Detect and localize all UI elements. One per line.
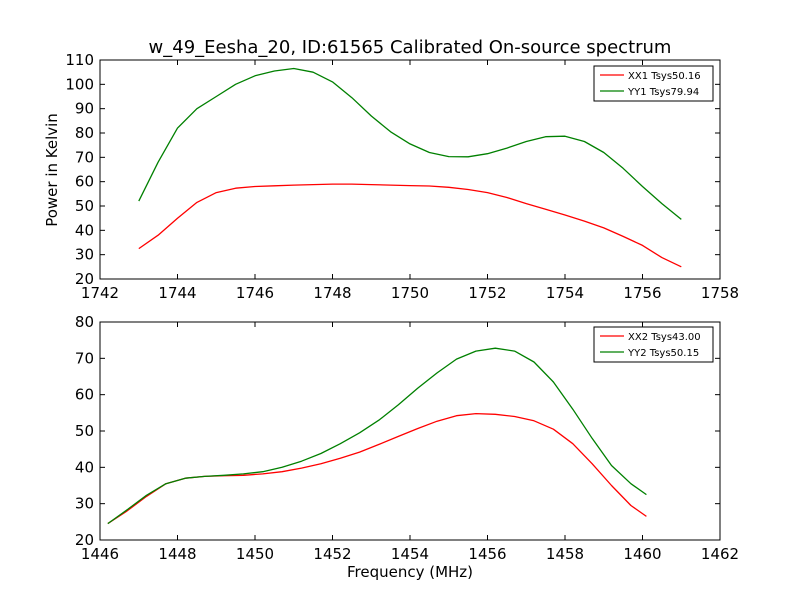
y-tick-label: 40 [75, 458, 94, 476]
y-tick-label: 40 [75, 221, 94, 239]
x-tick-label: 1752 [468, 284, 506, 302]
legend: XX1 Tsys50.16 YY1 Tsys79.94 [593, 65, 714, 102]
bottom-panel: 1446 1448 1450 1452 1454 1456 1458 1460 1462 20 30… [75, 313, 739, 563]
x-tick-label: 1456 [468, 545, 506, 563]
y-tick-label: 50 [75, 422, 94, 440]
y-tick-label: 80 [75, 313, 94, 331]
x-tick-label: 1758 [701, 284, 739, 302]
legend-label-1: XX2 Tsys43.00 [628, 332, 701, 343]
y-tick-label: 100 [65, 75, 94, 93]
y-tick-label: 20 [75, 531, 94, 549]
y-tick-label: 80 [75, 124, 94, 142]
y-tick-label: 60 [75, 386, 94, 404]
x-tick-label: 1450 [236, 545, 274, 563]
legend: XX2 Tsys43.00 YY2 Tsys50.15 [593, 326, 714, 363]
y-tick-label: 30 [75, 246, 94, 264]
y-tick-label: 70 [75, 148, 94, 166]
x-tick-label: 1448 [158, 545, 196, 563]
x-tick-label: 1460 [623, 545, 661, 563]
y-tick-label: 90 [75, 100, 94, 118]
x-tick-label: 1462 [701, 545, 739, 563]
series-line-2 [107, 347, 647, 525]
y-tick-label: 70 [75, 349, 94, 367]
y-tick-label: 110 [65, 51, 94, 69]
x-axis-label: Frequency (MHz) [347, 563, 473, 581]
legend-box [593, 65, 714, 102]
y-tick-label: 30 [75, 495, 94, 513]
legend-label-2: YY2 Tsys50.15 [627, 348, 699, 359]
y-tick-label: 20 [75, 270, 94, 288]
legend-label-1: XX1 Tsys50.16 [628, 71, 701, 82]
y-axis-label: Power in Kelvin [43, 113, 61, 227]
chart-title: w_49_Eesha_20, ID:61565 Calibrated On-so… [149, 37, 672, 58]
x-tick-label: 1750 [391, 284, 429, 302]
x-tick-label: 1446 [81, 545, 119, 563]
x-tick-label: 1742 [81, 284, 119, 302]
x-tick-label: 1748 [313, 284, 351, 302]
x-tick-label: 1744 [158, 284, 196, 302]
series-line-1 [138, 183, 682, 268]
y-tick-label: 60 [75, 173, 94, 191]
legend-label-2: YY1 Tsys79.94 [627, 87, 699, 98]
x-tick-label: 1746 [236, 284, 274, 302]
top-panel: 1742 1744 1746 1748 1750 1752 1754 1756 1758 20 30… [65, 51, 739, 302]
legend-box [593, 326, 714, 363]
x-tick-label: 1756 [623, 284, 661, 302]
x-tick-label: 1454 [391, 545, 429, 563]
series-line-2 [138, 67, 682, 220]
y-tick-label: 50 [75, 197, 94, 215]
x-tick-label: 1452 [313, 545, 351, 563]
x-tick-label: 1754 [546, 284, 584, 302]
x-tick-label: 1458 [546, 545, 584, 563]
